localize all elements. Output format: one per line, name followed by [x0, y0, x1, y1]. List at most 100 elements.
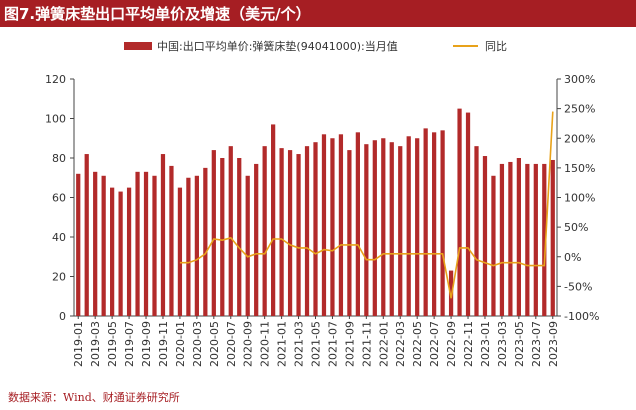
bar: [482, 156, 488, 316]
x-tick-label: 2019-05: [106, 321, 119, 367]
left-tick-label: 120: [45, 73, 66, 86]
left-tick-label: 80: [52, 152, 66, 165]
bar: [406, 136, 411, 316]
bar: [415, 138, 420, 316]
bar: [93, 171, 98, 316]
bar: [203, 167, 208, 316]
bar: [135, 171, 140, 316]
x-tick-label: 2021-07: [326, 321, 339, 367]
bar: [423, 128, 428, 316]
bar: [338, 134, 344, 316]
bar: [177, 187, 183, 316]
x-tick-label: 2020-07: [225, 321, 238, 367]
right-tick-label: 50%: [564, 221, 588, 234]
bar: [525, 163, 530, 316]
bar: [347, 150, 352, 316]
bar: [330, 138, 335, 316]
x-tick-label: 2023-07: [530, 321, 543, 367]
source-note: 数据来源：Wind、财通证券研究所: [8, 391, 180, 404]
bar: [550, 159, 555, 316]
bar: [126, 187, 132, 316]
right-tick-label: 100%: [564, 192, 595, 205]
left-tick-label: 100: [45, 113, 66, 126]
x-tick-label: 2022-11: [462, 321, 475, 367]
bar: [279, 148, 284, 316]
bar: [296, 154, 301, 316]
bar: [542, 163, 547, 316]
legend-line-label: 同比: [485, 40, 507, 53]
right-tick-label: 250%: [564, 103, 595, 116]
bar: [245, 175, 250, 316]
bar: [152, 175, 157, 316]
right-tick-label: -50%: [564, 280, 592, 293]
bar: [194, 175, 199, 316]
x-tick-label: 2022-05: [411, 321, 424, 367]
x-tick-label: 2022-09: [445, 321, 458, 367]
x-tick-label: 2021-09: [343, 321, 356, 367]
bar: [84, 154, 89, 316]
bar: [516, 158, 521, 316]
legend-bar-label: 中国:出口平均单价:弹簧床垫(94041000):当月值: [157, 39, 398, 53]
bar: [491, 175, 496, 316]
bar: [465, 112, 471, 316]
bar: [262, 146, 267, 316]
bar: [474, 146, 479, 316]
bar: [533, 163, 538, 316]
x-tick-label: 2023-09: [547, 321, 560, 367]
x-tick-label: 2021-03: [293, 321, 306, 367]
bar: [457, 108, 462, 316]
x-tick-label: 2023-05: [513, 321, 526, 367]
bar: [432, 132, 437, 316]
bar: [398, 146, 403, 316]
x-tick-label: 2023-03: [496, 321, 509, 367]
legend-bar-swatch: [124, 42, 152, 50]
x-tick-label: 2019-11: [157, 321, 170, 367]
right-tick-label: 200%: [564, 132, 595, 145]
bar: [110, 187, 115, 316]
x-tick-label: 2019-07: [123, 321, 136, 367]
bar: [76, 173, 81, 316]
left-tick-label: 40: [52, 231, 66, 244]
x-tick-label: 2020-09: [242, 321, 255, 367]
bar: [169, 165, 174, 316]
left-tick-label: 0: [59, 310, 66, 323]
bar: [186, 177, 191, 316]
bar: [448, 270, 454, 316]
title-bar: 图7.弹簧床垫出口平均单价及增速（美元/个）: [0, 0, 636, 27]
bar: [440, 130, 445, 316]
bar: [101, 175, 106, 316]
x-tick-label: 2022-03: [394, 321, 407, 367]
right-tick-label: -100%: [564, 310, 599, 323]
chart-title: 图7.弹簧床垫出口平均单价及增速（美元/个）: [4, 5, 311, 23]
bar: [355, 132, 360, 316]
right-tick-label: 0%: [564, 251, 581, 264]
bar: [287, 150, 293, 316]
yoy-line: [179, 111, 554, 299]
bar: [508, 161, 513, 316]
x-tick-label: 2020-01: [174, 321, 187, 367]
x-tick-label: 2021-11: [360, 321, 373, 367]
x-tick-label: 2019-09: [140, 321, 153, 367]
bar: [228, 146, 233, 316]
bar: [389, 142, 394, 316]
x-tick-label: 2020-05: [208, 321, 221, 367]
x-tick-label: 2020-03: [191, 321, 204, 367]
bar: [211, 150, 216, 316]
x-tick-label: 2020-11: [259, 321, 272, 367]
x-tick-label: 2021-05: [310, 321, 323, 367]
bar: [143, 171, 149, 316]
bar: [237, 158, 242, 316]
x-tick-label: 2022-01: [377, 321, 390, 367]
bar: [304, 146, 310, 316]
bar: [499, 163, 505, 316]
bar: [220, 158, 225, 316]
bar: [160, 154, 166, 316]
x-tick-label: 2019-01: [72, 321, 85, 367]
bar: [372, 140, 377, 316]
right-tick-label: 150%: [564, 162, 595, 175]
chart-svg: 0 20 40 60 80 100 120 -100% -50% 0% 50% 100% 150% 200…: [45, 39, 599, 367]
left-tick-label: 20: [52, 271, 66, 284]
right-tick-label: 300%: [564, 73, 595, 86]
left-tick-label: 60: [52, 192, 66, 205]
bar: [321, 134, 327, 316]
